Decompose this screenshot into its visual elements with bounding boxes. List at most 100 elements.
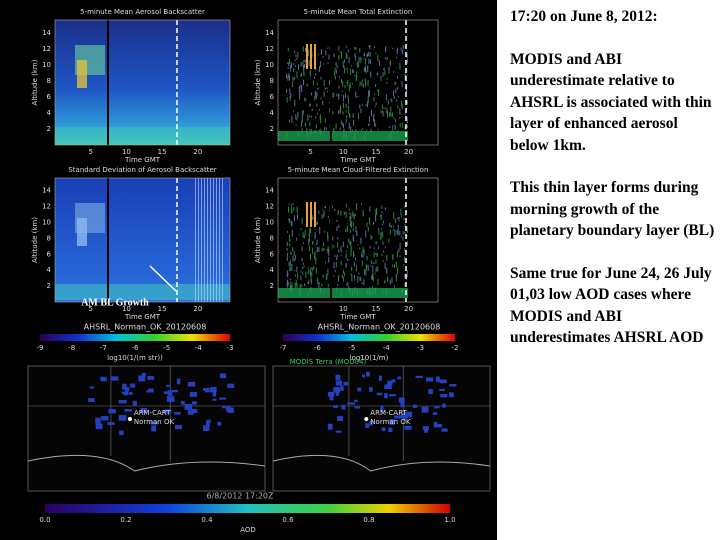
texture <box>222 178 223 302</box>
texture <box>381 104 383 109</box>
texture <box>395 119 397 123</box>
map-aod <box>88 398 95 403</box>
texture <box>304 60 306 63</box>
colorbar-unit: log10(1/m) <box>350 354 389 362</box>
map-aod <box>171 389 178 393</box>
city-label: Norman OK <box>134 418 175 426</box>
texture <box>388 126 390 129</box>
map-aod <box>227 383 235 388</box>
texture <box>345 203 347 208</box>
texture <box>294 77 296 80</box>
texture <box>394 124 396 130</box>
texture <box>395 274 397 282</box>
texture <box>345 228 347 233</box>
texture <box>292 78 294 83</box>
map-aod <box>366 371 370 377</box>
texture <box>333 275 335 277</box>
texture <box>383 250 385 253</box>
texture <box>348 259 350 261</box>
texture <box>361 254 363 258</box>
texture <box>347 79 349 84</box>
texture <box>198 178 199 302</box>
texture <box>350 220 352 227</box>
texture <box>301 128 303 134</box>
texture <box>345 253 347 259</box>
texture <box>292 255 294 262</box>
texture <box>407 100 409 105</box>
texture <box>289 278 291 281</box>
texture <box>386 82 388 84</box>
y-tick-label: 12 <box>42 203 51 211</box>
x-axis-label: Time GMT <box>124 313 161 321</box>
texture <box>349 82 351 89</box>
texture <box>301 217 303 225</box>
texture <box>286 247 288 251</box>
texture <box>289 65 291 72</box>
texture <box>353 261 355 267</box>
texture <box>362 246 364 253</box>
texture <box>370 235 372 240</box>
texture <box>325 127 327 130</box>
map-aod <box>413 404 418 408</box>
y-tick-label: 10 <box>265 219 274 227</box>
aod-tick: 1.0 <box>444 516 455 524</box>
texture <box>377 246 379 249</box>
texture <box>345 82 347 84</box>
texture <box>347 49 349 53</box>
map-aod <box>384 384 392 390</box>
y-tick-label: 4 <box>270 266 275 274</box>
map-title: MODIS Terra (MOD04) <box>290 358 367 366</box>
texture <box>309 103 311 107</box>
texture <box>310 228 312 234</box>
texture <box>288 72 290 78</box>
texture <box>375 123 377 127</box>
texture <box>288 217 290 222</box>
map-aod <box>219 373 227 379</box>
y-tick-label: 4 <box>47 266 52 274</box>
colorbar <box>283 334 455 341</box>
texture <box>343 102 345 109</box>
texture <box>291 263 293 271</box>
texture <box>201 178 202 302</box>
texture <box>406 54 408 59</box>
texture <box>358 58 360 63</box>
texture <box>314 44 316 69</box>
texture <box>286 241 288 247</box>
texture <box>293 68 295 73</box>
texture <box>290 93 292 99</box>
texture <box>315 73 317 76</box>
texture <box>316 222 318 225</box>
texture <box>351 275 353 282</box>
texture <box>298 64 300 70</box>
texture <box>360 277 362 281</box>
texture <box>288 206 290 213</box>
y-tick-label: 6 <box>47 93 52 101</box>
texture <box>300 84 302 89</box>
texture <box>342 61 344 68</box>
texture <box>312 80 314 86</box>
map-aod <box>432 412 438 415</box>
plot-frame <box>54 19 231 146</box>
texture <box>289 88 291 95</box>
texture <box>327 246 329 252</box>
texture <box>316 239 318 245</box>
texture <box>383 281 385 283</box>
texture <box>370 110 372 117</box>
texture <box>383 67 385 70</box>
map-aod <box>107 422 115 425</box>
texture <box>310 275 312 282</box>
texture <box>386 108 388 114</box>
texture <box>289 95 291 101</box>
texture <box>361 203 363 206</box>
texture <box>368 123 370 126</box>
texture <box>290 62 292 69</box>
plot-frame <box>54 177 231 303</box>
texture <box>334 70 336 77</box>
map-aod <box>118 415 127 421</box>
texture <box>294 269 296 272</box>
texture <box>313 266 315 270</box>
texture <box>337 276 339 282</box>
map-aod <box>180 400 185 405</box>
texture <box>333 128 335 134</box>
